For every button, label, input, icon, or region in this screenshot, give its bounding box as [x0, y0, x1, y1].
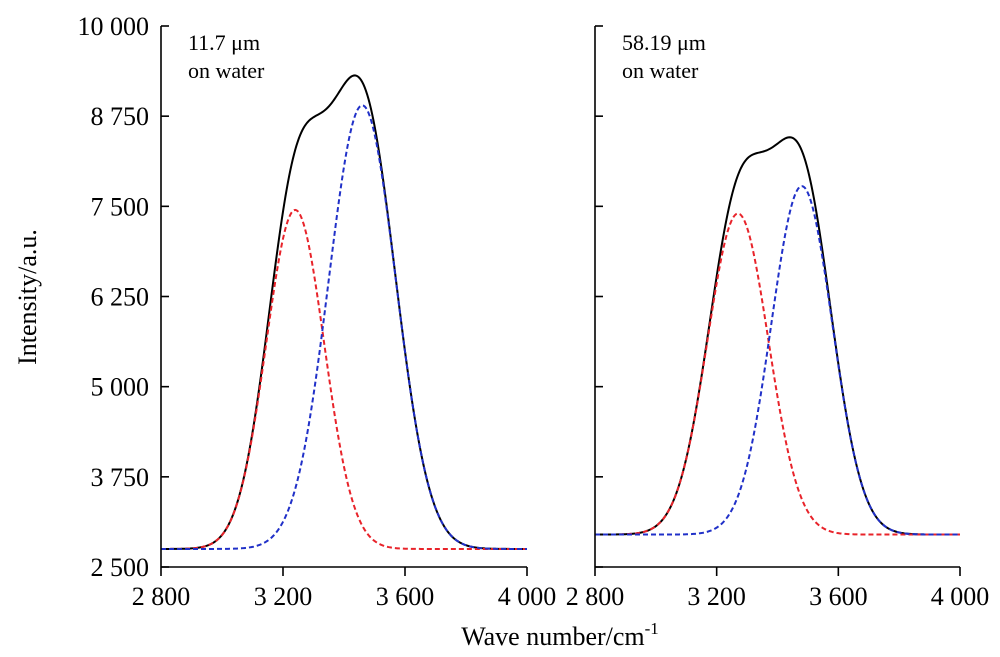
left-blue-component-curve: [161, 104, 527, 550]
right-red-component-curve: [595, 212, 960, 536]
x-axis-title-text: Wave number/cm: [461, 622, 644, 651]
left-x-tick-label: 3 200: [254, 582, 313, 611]
right-x-tick-label: 2 800: [566, 582, 625, 611]
left-y-tick-label: 8 750: [91, 102, 150, 131]
right-annotation-line1: 58.19 μm: [622, 30, 706, 55]
left-x-tick-label: 3 600: [376, 582, 435, 611]
left-y-tick-label: 3 750: [91, 463, 150, 492]
left-y-tick-label: 2 500: [91, 553, 150, 582]
right-total-curve: [595, 136, 960, 536]
left-x-tick-label: 4 000: [498, 582, 557, 611]
left-annotation-line2: on water: [188, 58, 265, 83]
left-annotation-line1: 11.7 μm: [188, 30, 260, 55]
right-curves: [595, 136, 960, 536]
right-tick-labels: 2 800 3 200 3 600 4 000: [566, 582, 990, 611]
right-ticks: [594, 25, 961, 576]
left-y-tick-label: 7 500: [91, 192, 150, 221]
right-blue-component-curve: [595, 185, 960, 536]
left-tick-labels: 2 500 3 750 5 000 6 250 7 500 8 750 10 000 2 80…: [78, 12, 557, 611]
left-red-component-curve: [161, 208, 527, 550]
left-y-tick-label: 5 000: [91, 373, 150, 402]
y-axis-title: Intensity/a.u.: [13, 229, 42, 365]
right-x-tick-label: 3 600: [809, 582, 868, 611]
left-x-tick-label: 2 800: [132, 582, 191, 611]
left-panel: 2 500 3 750 5 000 6 250 7 500 8 750 10 000 2 80…: [13, 12, 556, 611]
left-y-tick-label: 6 250: [91, 283, 150, 312]
x-axis-title: Wave number/cm-1: [461, 619, 659, 651]
right-x-tick-label: 3 200: [687, 582, 746, 611]
left-y-tick-label: 10 000: [78, 12, 150, 41]
left-ticks: [160, 25, 528, 576]
right-panel: 2 800 3 200 3 600 4 000 58.19 μm on water: [566, 25, 990, 611]
right-x-tick-label: 4 000: [931, 582, 990, 611]
left-total-curve: [161, 74, 527, 550]
left-curves: [161, 74, 527, 550]
right-annotation-line2: on water: [622, 58, 699, 83]
x-axis-title-superscript: -1: [645, 619, 659, 638]
